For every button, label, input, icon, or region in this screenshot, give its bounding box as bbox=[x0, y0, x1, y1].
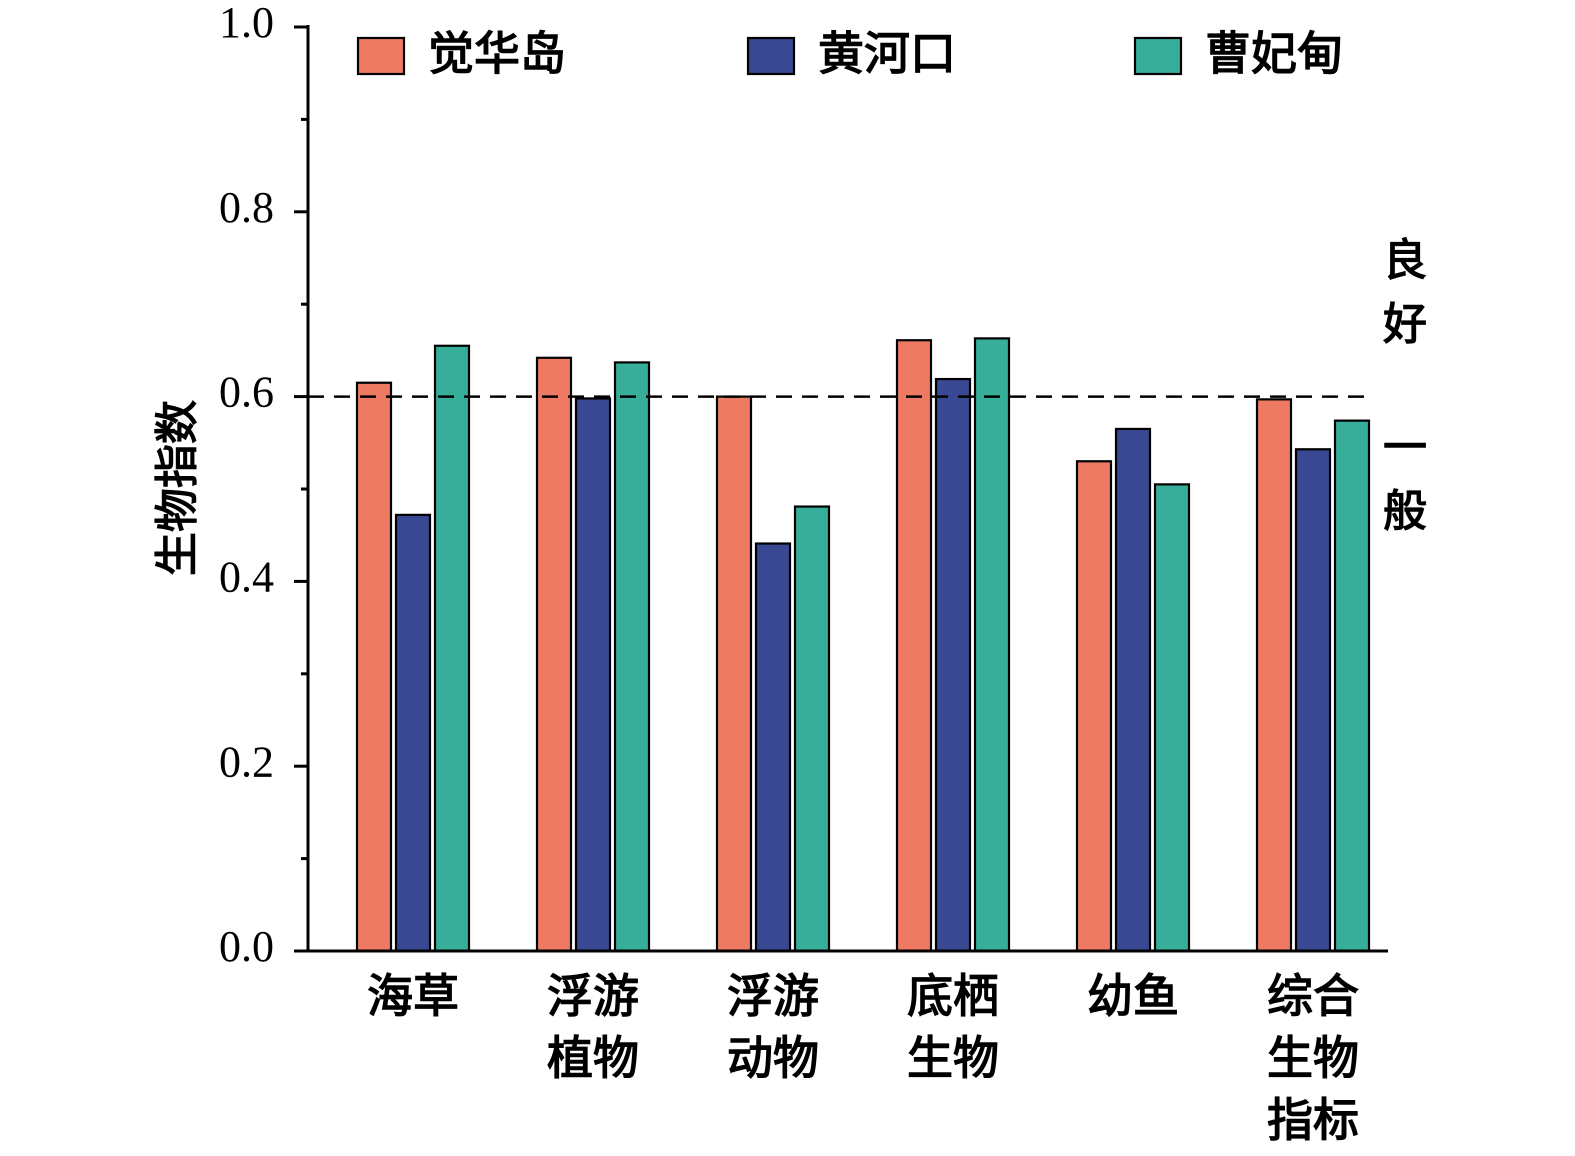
x-tick-label: 浮游 bbox=[547, 969, 639, 1023]
annotation-good: 良 bbox=[1383, 235, 1427, 286]
y-tick-label: 0.0 bbox=[219, 922, 274, 971]
legend-label: 觉华岛 bbox=[428, 27, 566, 81]
bar-曹妃甸-综合生物指标 bbox=[1333, 419, 1371, 953]
bar-曹妃甸-浮游动物 bbox=[793, 505, 831, 953]
x-tick-label: 指标 bbox=[1267, 1093, 1359, 1147]
y-tick-label: 1.0 bbox=[219, 0, 274, 47]
bar-觉华岛-浮游植物 bbox=[535, 356, 573, 953]
x-tick-label: 底栖 bbox=[907, 969, 999, 1023]
bar-曹妃甸-海草 bbox=[433, 344, 471, 953]
annotation-fair: 一 bbox=[1383, 422, 1427, 473]
bar-觉华岛-幼鱼 bbox=[1075, 460, 1113, 953]
x-tick-label: 动物 bbox=[727, 1031, 819, 1085]
legend: 觉华岛 黄河口 曹妃甸 bbox=[356, 27, 1343, 81]
bar-黄河口-浮游植物 bbox=[574, 397, 612, 953]
bar-黄河口-幼鱼 bbox=[1114, 427, 1152, 953]
y-tick-label: 0.4 bbox=[219, 552, 274, 601]
y-tick-label: 0.6 bbox=[219, 368, 274, 417]
x-tick-label: 生物 bbox=[1267, 1031, 1359, 1085]
bar-黄河口-综合生物指标 bbox=[1294, 448, 1332, 953]
annotation-fair: 般 bbox=[1383, 486, 1427, 537]
annotation-good: 好 bbox=[1382, 299, 1427, 350]
legend-swatch bbox=[356, 36, 406, 76]
x-tick-label: 浮游 bbox=[727, 969, 819, 1023]
x-tick-label: 生物 bbox=[907, 1031, 999, 1085]
legend-label: 黄河口 bbox=[818, 27, 956, 81]
bar-黄河口-底栖生物 bbox=[934, 377, 972, 953]
bar-曹妃甸-浮游植物 bbox=[613, 361, 651, 953]
bar-黄河口-海草 bbox=[394, 513, 432, 953]
x-tick-label: 幼鱼 bbox=[1087, 969, 1179, 1023]
x-tick-label: 综合 bbox=[1267, 969, 1359, 1023]
bar-觉华岛-综合生物指标 bbox=[1255, 398, 1293, 953]
x-tick-label: 海草 bbox=[367, 969, 459, 1023]
y-axis-label: 生物指数 bbox=[152, 400, 203, 576]
legend-swatch bbox=[746, 36, 796, 76]
bar-曹妃甸-幼鱼 bbox=[1153, 483, 1191, 953]
bar-曹妃甸-底栖生物 bbox=[973, 337, 1011, 953]
bar-觉华岛-浮游动物 bbox=[715, 395, 753, 953]
bars-layer bbox=[355, 337, 1371, 953]
y-tick-label: 0.2 bbox=[219, 737, 274, 786]
bar-觉华岛-底栖生物 bbox=[895, 339, 933, 953]
bar-黄河口-浮游动物 bbox=[754, 542, 792, 953]
bar-觉华岛-海草 bbox=[355, 381, 393, 953]
y-tick-label: 0.8 bbox=[219, 183, 274, 232]
legend-swatch bbox=[1133, 36, 1183, 76]
x-tick-label: 植物 bbox=[547, 1031, 639, 1085]
legend-label: 曹妃甸 bbox=[1205, 27, 1343, 81]
